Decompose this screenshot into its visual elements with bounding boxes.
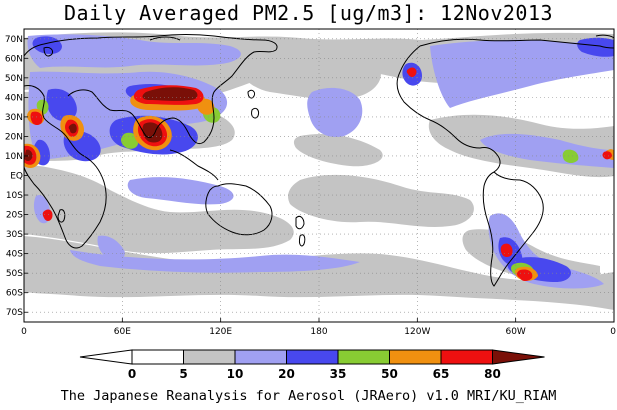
- lon-tick-label: 120E: [209, 327, 232, 337]
- lon-tick-label: 120W: [404, 327, 430, 337]
- map-credit: The Japanese Reanalysis for Aerosol (JRA…: [60, 388, 557, 404]
- colorbar-bin-below-0: [79, 349, 133, 365]
- colorbar-tick-label: 0: [128, 367, 136, 381]
- colorbar-tick-label: 50: [381, 367, 398, 381]
- colorbar: [79, 349, 545, 365]
- lat-tick-label: 70S: [6, 308, 23, 318]
- colorbar-bin: [337, 349, 390, 365]
- lon-tick-label: 180: [310, 327, 327, 337]
- colorbar-tick-label: 10: [227, 367, 244, 381]
- colorbar-tick-label: 20: [278, 367, 295, 381]
- colorbar-tick-label: 35: [330, 367, 347, 381]
- colorbar-bin: [389, 349, 442, 365]
- latitude-tick-labels: 70N 60N 50N 40N 30N 20N 10N EQ 10S 20S 30S 40S 50S 60…: [5, 35, 28, 318]
- colorbar-tick-label: 80: [484, 367, 501, 381]
- lat-tick-label: EQ: [10, 172, 23, 182]
- lat-tick-label: 30S: [6, 230, 23, 240]
- lon-tick-label: 60W: [505, 327, 525, 337]
- map-title: Daily Averaged PM2.5 [ug/m3]: 12Nov2013: [63, 1, 554, 25]
- lat-tick-label: 40N: [5, 93, 23, 103]
- colorbar-bin: [440, 349, 493, 365]
- map-gridlines: [24, 29, 614, 322]
- concentration-field: [24, 32, 614, 310]
- lat-tick-label: 10S: [6, 191, 23, 201]
- lat-tick-label: 60N: [5, 54, 23, 64]
- colorbar-tick-label: 65: [433, 367, 450, 381]
- colorbar-tick-labels: 0 5 10 20 35 50 65 80: [128, 367, 501, 381]
- lat-tick-label: 60S: [6, 289, 23, 299]
- lat-tick-label: 30N: [5, 113, 23, 123]
- lat-tick-label: 40S: [6, 250, 23, 260]
- lon-tick-label: 0: [610, 327, 616, 337]
- colorbar-bin: [234, 349, 287, 365]
- lat-tick-label: 50S: [6, 269, 23, 279]
- colorbar-bin-above-80: [492, 349, 545, 365]
- colorbar-bin: [131, 349, 184, 365]
- lat-tick-label: 20S: [6, 211, 23, 221]
- longitude-tick-labels: 0 60E 120E 180 120W 60W 0: [21, 318, 616, 337]
- coastlines: [24, 34, 614, 287]
- lon-tick-label: 0: [21, 327, 27, 337]
- lat-tick-label: 20N: [5, 132, 23, 142]
- lat-tick-label: 50N: [5, 74, 23, 84]
- lat-tick-label: 70N: [5, 35, 23, 45]
- colorbar-bin: [183, 349, 236, 365]
- lon-tick-label: 60E: [114, 327, 131, 337]
- colorbar-bin: [286, 349, 339, 365]
- colorbar-tick-label: 5: [179, 367, 187, 381]
- lat-tick-label: 10N: [5, 152, 23, 162]
